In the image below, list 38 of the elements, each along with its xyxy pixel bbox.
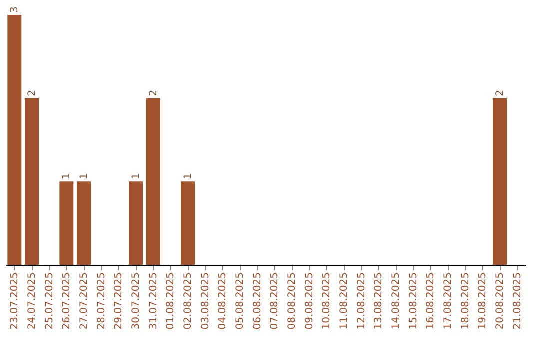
data-label: 2 [27,90,38,96]
x-tick-label: 09.08.2025 [304,272,316,330]
x-tick-label: 05.08.2025 [235,272,246,330]
data-label: 3 [10,6,21,13]
x-tick-label: 24.07.2025 [27,272,38,330]
x-tick-label: 12.08.2025 [356,272,368,330]
x-tick-label: 14.08.2025 [391,272,402,330]
data-label: 2 [148,90,160,96]
x-tick-label: 29.07.2025 [114,272,125,330]
data-label: 1 [131,173,142,180]
data-label: 1 [79,173,90,180]
x-tick-label: 23.07.2025 [10,272,21,330]
x-tick-label: 17.08.2025 [443,272,454,330]
x-tick-label: 27.07.2025 [79,272,90,330]
x-tick-label: 19.08.2025 [478,272,489,330]
x-tick-label: 26.07.2025 [62,272,73,330]
data-label: 2 [495,90,506,96]
x-tick-label: 28.07.2025 [96,272,108,330]
x-tick-label: 20.08.2025 [495,272,506,330]
x-tick-label: 01.08.2025 [166,272,177,330]
x-tick-label: 18.08.2025 [460,272,472,330]
x-tick-label: 02.08.2025 [183,272,194,330]
x-tick-label: 15.08.2025 [408,272,420,330]
x-tick-label: 30.07.2025 [131,272,142,330]
x-tick-label: 31.07.2025 [148,272,160,330]
x-tick-label: 13.08.2025 [374,272,385,330]
x-tick-label: 10.08.2025 [322,272,333,330]
x-tick-label: 07.08.2025 [270,272,281,330]
x-tick-label: 04.08.2025 [218,272,229,330]
x-tick-label: 11.08.2025 [339,272,350,330]
x-tick-label: 21.08.2025 [512,272,524,330]
x-tick-label: 03.08.2025 [200,272,212,330]
x-tick-label: 25.07.2025 [44,272,56,330]
x-tick-label: 16.08.2025 [426,272,437,330]
data-label: 1 [183,173,194,180]
x-tick-label: 08.08.2025 [287,272,298,330]
data-label: 1 [62,173,73,180]
x-tick-label: 06.08.2025 [252,272,264,330]
